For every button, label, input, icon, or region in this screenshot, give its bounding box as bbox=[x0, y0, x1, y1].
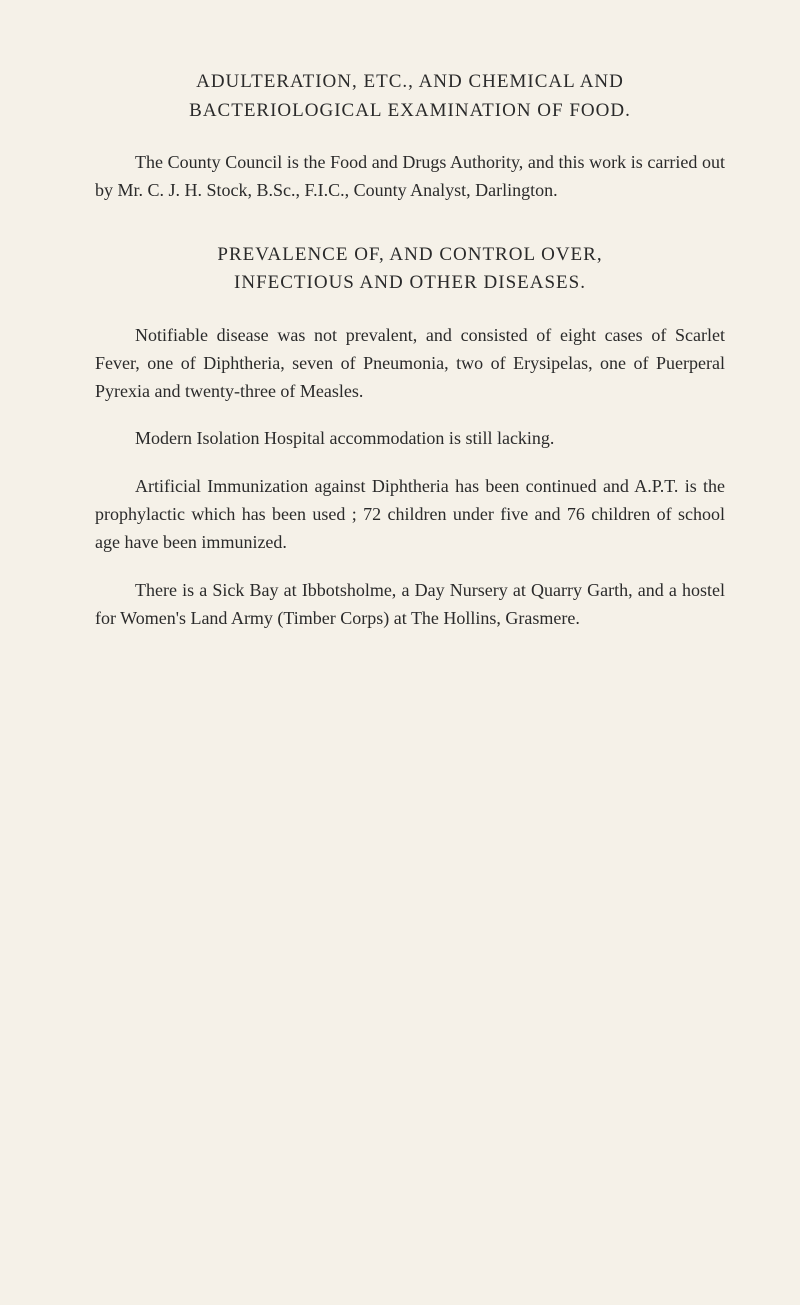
section-heading-1: ADULTERATION, ETC., AND CHEMICAL AND BAC… bbox=[95, 68, 725, 125]
heading-line-1: PREVALENCE OF, AND CONTROL OVER, bbox=[217, 244, 602, 265]
paragraph-s1-p1: The County Council is the Food and Drugs… bbox=[95, 149, 725, 205]
paragraph-s2-p1: Notifiable disease was not prevalent, an… bbox=[95, 322, 725, 406]
heading-line-1: ADULTERATION, ETC., AND CHEMICAL AND bbox=[196, 71, 624, 92]
paragraph-s2-p4: There is a Sick Bay at Ibbotsholme, a Da… bbox=[95, 577, 725, 633]
section-heading-2: PREVALENCE OF, AND CONTROL OVER, INFECTI… bbox=[95, 241, 725, 298]
paragraph-s2-p3: Artificial Immunization against Diphther… bbox=[95, 473, 725, 557]
paragraph-s2-p2: Modern Isolation Hospital accommodation … bbox=[95, 425, 725, 453]
heading-line-2: BACTERIOLOGICAL EXAMINATION OF FOOD. bbox=[189, 100, 631, 121]
heading-line-2: INFECTIOUS AND OTHER DISEASES. bbox=[234, 272, 586, 293]
